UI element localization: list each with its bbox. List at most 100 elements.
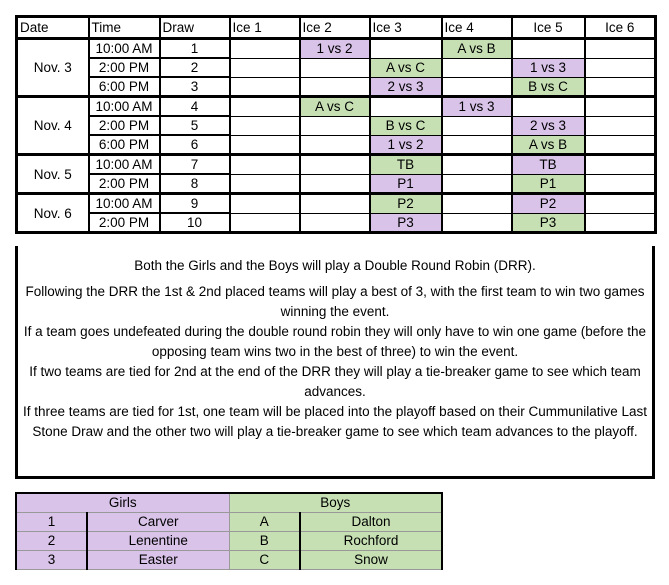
ice-6-game bbox=[583, 115, 657, 136]
draw-number: 4 bbox=[158, 95, 231, 117]
draw-number: 7 bbox=[158, 153, 231, 175]
ice-2-game bbox=[298, 76, 371, 97]
ice-3-game bbox=[368, 37, 443, 59]
time-cell: 10:00 AM bbox=[87, 153, 161, 175]
ice-1-game bbox=[228, 153, 301, 175]
ice-5-game: TB bbox=[510, 153, 586, 175]
team-row: 3 Easter C Snow bbox=[15, 550, 444, 570]
draw-row: Nov. 3 10:00 AM 1 1 vs 2 A vs B bbox=[15, 37, 657, 98]
draw-row: Nov. 6 10:00 AM 9 P2 P2 bbox=[15, 192, 657, 234]
draw-row: 6:00 PM 3 2 vs 3 B vs C bbox=[17, 76, 657, 98]
ice-4-game bbox=[440, 134, 513, 155]
ice-2-game: A vs C bbox=[298, 95, 371, 117]
ice-3-game: P1 bbox=[368, 173, 443, 194]
draw-number: 9 bbox=[158, 192, 231, 214]
ice-1-game bbox=[228, 37, 301, 59]
boys-team-name: Snow bbox=[299, 550, 444, 570]
date-cell: Nov. 5 bbox=[15, 153, 90, 195]
time-cell: 10:00 AM bbox=[87, 95, 161, 117]
ice-1-game bbox=[228, 95, 301, 117]
girls-header: Girls bbox=[15, 492, 230, 513]
boys-team-name: Rochford bbox=[299, 531, 444, 551]
ice-5-game: 1 vs 3 bbox=[510, 57, 586, 78]
note: Following the DRR the 1st & 2nd placed t… bbox=[25, 284, 645, 319]
ice-6-game bbox=[583, 76, 657, 97]
ice-5-game: A vs B bbox=[510, 134, 586, 155]
column-header: Draw bbox=[158, 15, 231, 40]
ice-1-game bbox=[228, 134, 301, 155]
ice-2-game: 1 vs 2 bbox=[298, 37, 371, 59]
draw-row: 6:00 PM 6 1 vs 2 A vs B bbox=[17, 134, 657, 156]
ice-5-game: B vs C bbox=[510, 76, 586, 97]
draw-row: Nov. 5 10:00 AM 7 TB TB bbox=[15, 153, 657, 195]
ice-6-game bbox=[583, 57, 657, 78]
ice-4-game: A vs B bbox=[440, 37, 513, 59]
ice-5-game bbox=[510, 95, 586, 117]
girls-seed: 2 bbox=[15, 531, 88, 551]
time-cell: 6:00 PM bbox=[87, 76, 161, 98]
girls-seed: 1 bbox=[15, 512, 88, 532]
ice-6-game bbox=[583, 134, 657, 155]
ice-2-game bbox=[298, 173, 371, 194]
column-header: Ice 1 bbox=[228, 15, 301, 40]
ice-1-game bbox=[228, 115, 301, 136]
ice-2-game bbox=[298, 192, 371, 214]
time-cell: 10:00 AM bbox=[87, 192, 161, 214]
ice-6-game bbox=[583, 173, 657, 194]
draw-row: Nov. 4 10:00 AM 4 A vs C 1 vs 3 bbox=[15, 95, 657, 156]
draw-row: 2:00 PM 5 B vs C 2 vs 3 bbox=[17, 115, 657, 136]
time-cell: 2:00 PM bbox=[87, 173, 161, 195]
note: Both the Girls and the Boys will play a … bbox=[134, 258, 536, 273]
ice-4-game bbox=[440, 173, 513, 194]
column-header: Ice 3 bbox=[368, 15, 443, 40]
draw-row: 2:00 PM 2 A vs C 1 vs 3 bbox=[17, 57, 657, 78]
ice-4-game bbox=[440, 115, 513, 136]
boys-seed: A bbox=[228, 512, 301, 532]
ice-3-game bbox=[368, 95, 443, 117]
draw-number: 10 bbox=[158, 212, 231, 234]
ice-3-game: P3 bbox=[368, 212, 443, 233]
ice-3-game: B vs C bbox=[368, 115, 443, 136]
ice-1-game bbox=[228, 192, 301, 214]
date-cell: Nov. 4 bbox=[15, 95, 90, 156]
ice-3-game: 2 vs 3 bbox=[368, 76, 443, 97]
boys-team-name: Dalton bbox=[299, 512, 444, 532]
time-cell: 10:00 AM bbox=[87, 37, 161, 59]
ice-4-game bbox=[440, 76, 513, 97]
girls-team-name: Easter bbox=[86, 550, 230, 570]
ice-6-game bbox=[583, 153, 657, 175]
date-cell: Nov. 3 bbox=[15, 37, 90, 98]
draw-row: 2:00 PM 8 P1 P1 bbox=[17, 173, 657, 195]
note: If three teams are tied for 1st, one tea… bbox=[22, 404, 648, 439]
time-cell: 2:00 PM bbox=[87, 212, 161, 234]
ice-5-game: P1 bbox=[510, 173, 586, 194]
time-cell: 6:00 PM bbox=[87, 134, 161, 156]
ice-1-game bbox=[228, 173, 301, 194]
date-cell: Nov. 6 bbox=[15, 192, 90, 234]
ice-2-game bbox=[298, 153, 371, 175]
time-cell: 2:00 PM bbox=[87, 115, 161, 136]
draw-number: 8 bbox=[158, 173, 231, 195]
ice-2-game bbox=[298, 134, 371, 155]
boys-header: Boys bbox=[228, 492, 444, 513]
ice-6-game bbox=[583, 192, 657, 214]
ice-6-game bbox=[583, 212, 657, 233]
ice-4-game bbox=[440, 192, 513, 214]
column-header: Time bbox=[87, 15, 161, 40]
ice-3-game: P2 bbox=[368, 192, 443, 214]
ice-6-game bbox=[583, 95, 657, 117]
ice-1-game bbox=[228, 57, 301, 78]
draw-number: 3 bbox=[158, 76, 231, 98]
schedule-table: Date Time Draw Ice 1 Ice 2 Ice 3 Ice 4 Ice 5 Ice… bbox=[15, 15, 657, 234]
ice-3-game: 1 vs 2 bbox=[368, 134, 443, 155]
ice-5-game: P2 bbox=[510, 192, 586, 214]
column-header: Ice 4 bbox=[440, 15, 513, 40]
ice-1-game bbox=[228, 76, 301, 97]
team-row: 1 Carver A Dalton bbox=[15, 512, 444, 532]
note: If two teams are tied for 2nd at the end… bbox=[29, 364, 641, 399]
girls-seed: 3 bbox=[15, 550, 88, 570]
column-header: Ice 2 bbox=[298, 15, 371, 40]
girls-team-name: Lenentine bbox=[86, 531, 230, 551]
draw-number: 5 bbox=[158, 115, 231, 136]
ice-4-game bbox=[440, 57, 513, 78]
